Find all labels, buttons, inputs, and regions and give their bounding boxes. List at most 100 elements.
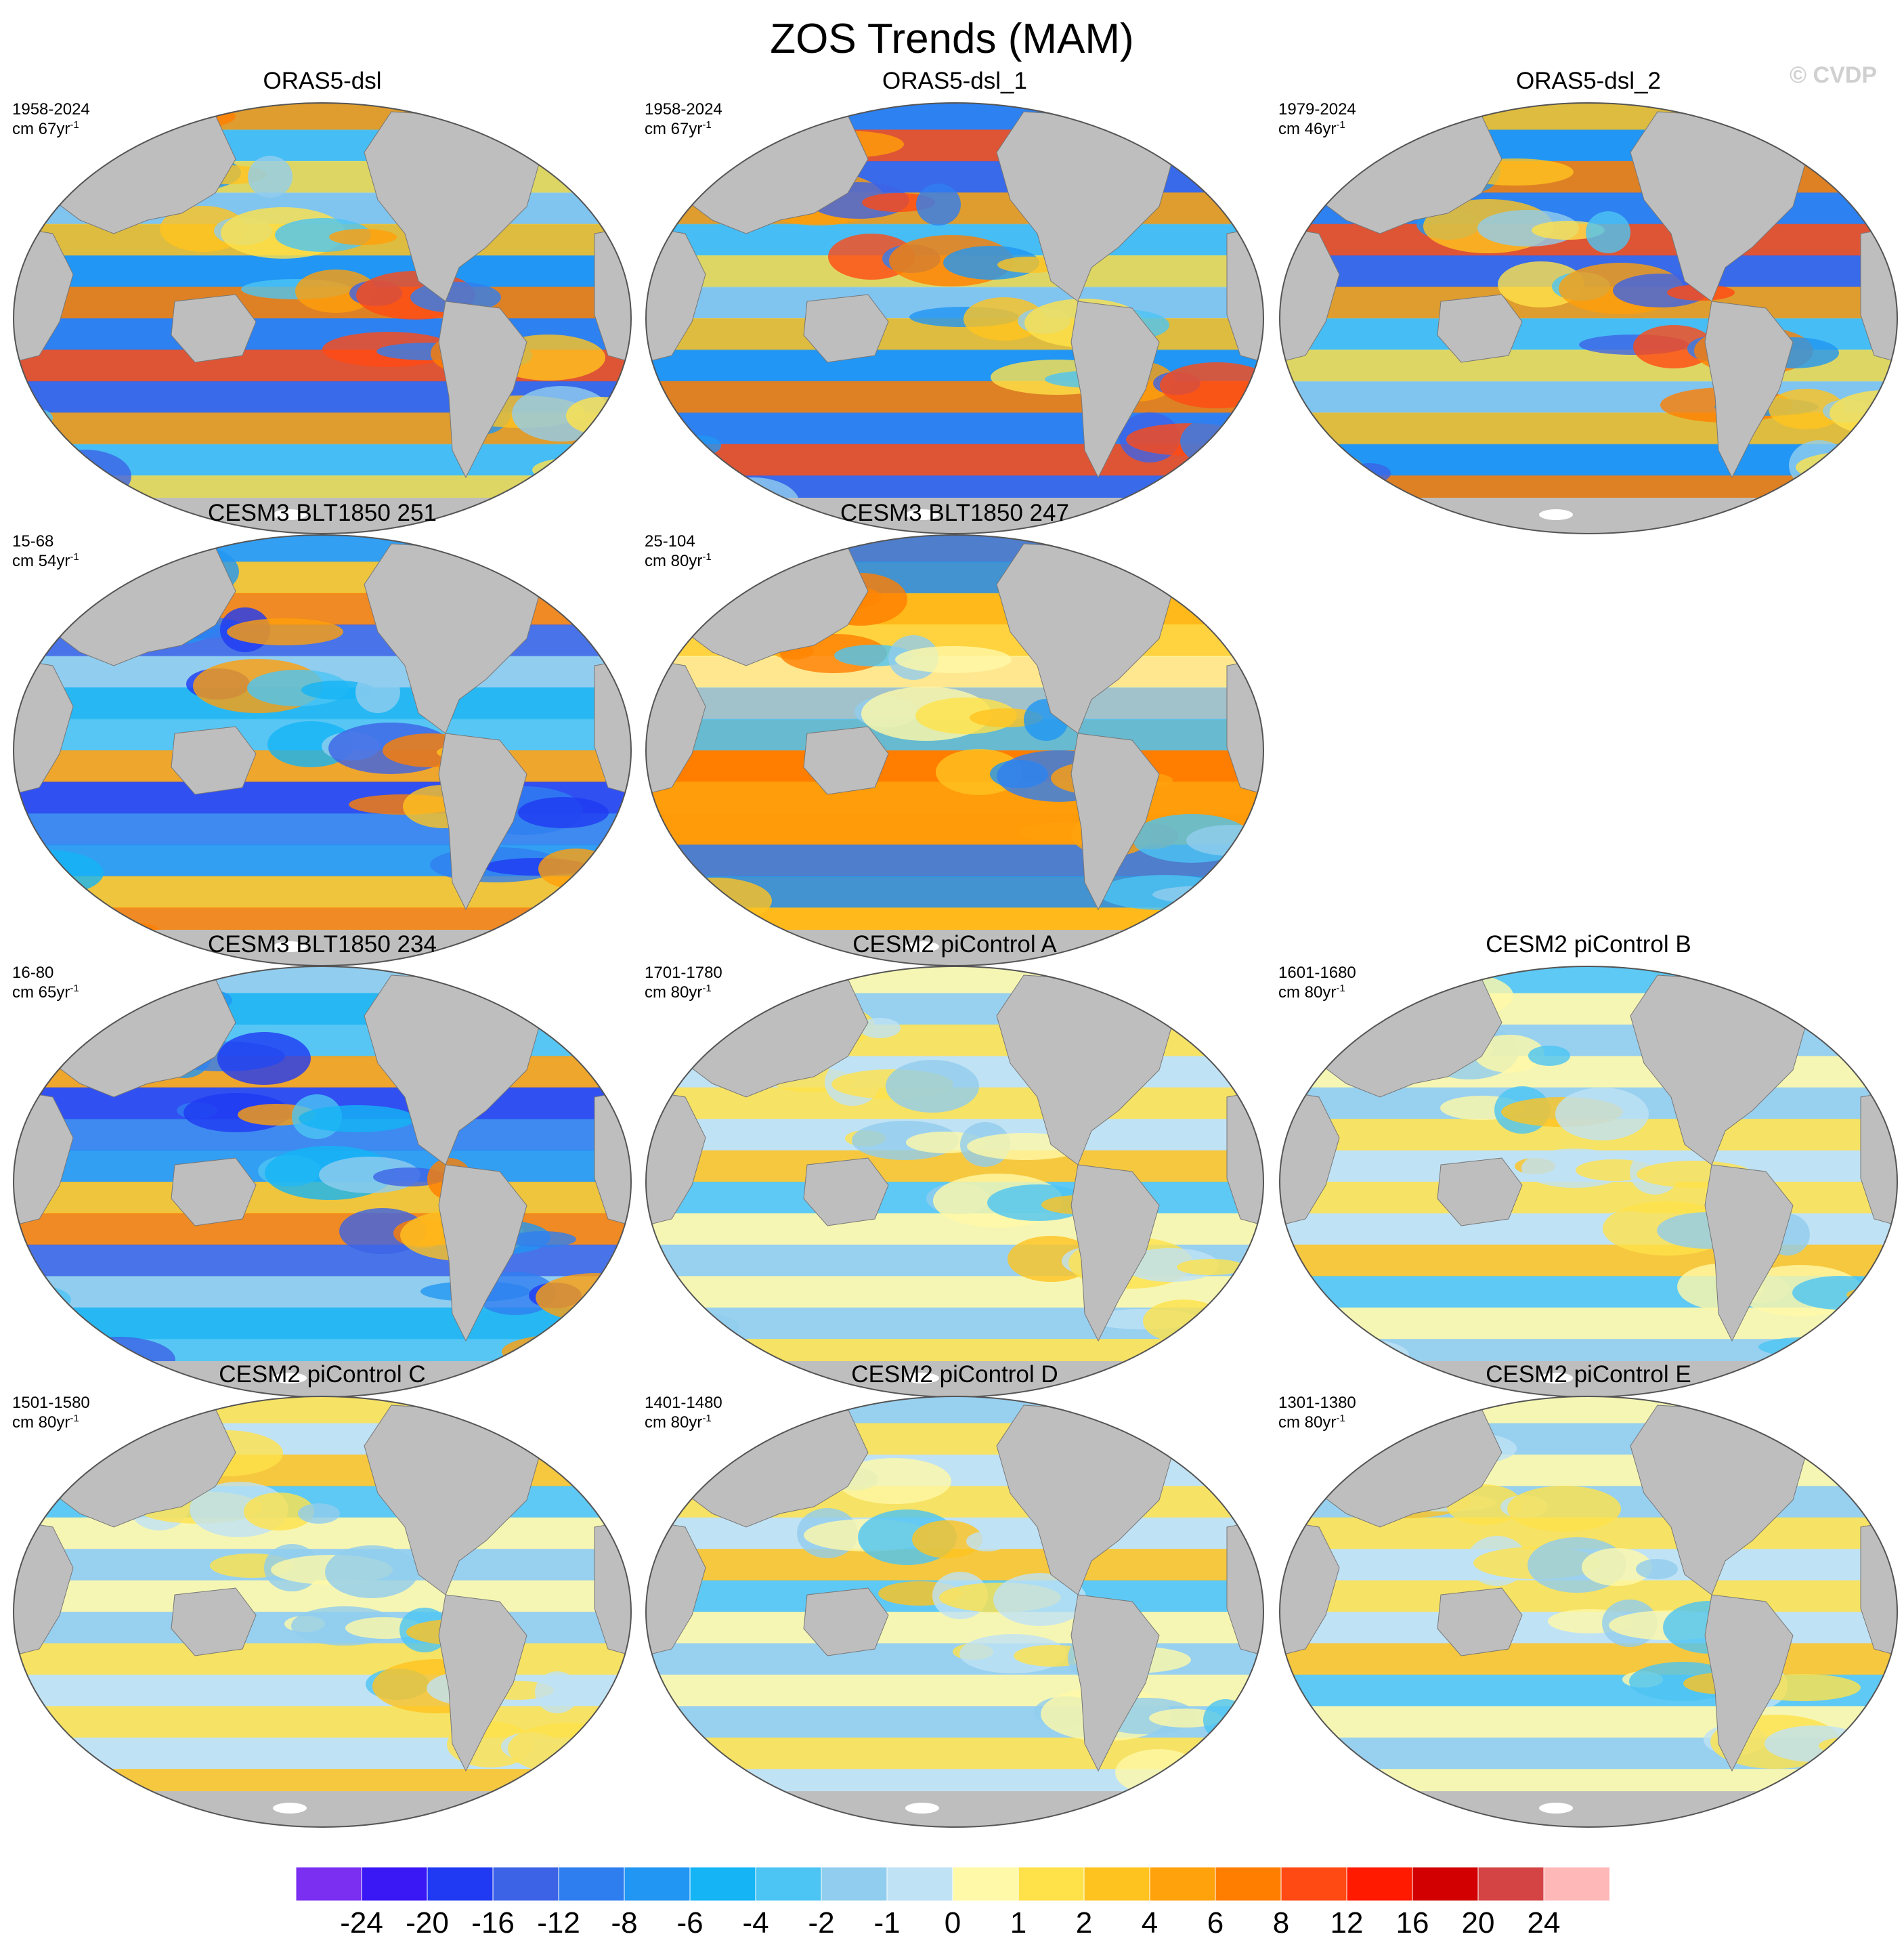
- panel-unit: cm 67yr-1: [12, 119, 79, 139]
- colorbar-swatch: [427, 1867, 494, 1901]
- colorbar-tick-label: -12: [537, 1906, 580, 1939]
- colorbar-tick-label: -2: [808, 1906, 835, 1939]
- map-globe: [1279, 966, 1898, 1398]
- colorbar-swatch: [1280, 1867, 1347, 1901]
- map-globe: [1279, 1396, 1898, 1828]
- map-panel: CESM2 piControl B 1601-1680 cm 80yr-1: [1278, 931, 1899, 1402]
- map-panel: CESM3 BLT1850 234 16-80 cm 65yr-1: [12, 931, 632, 1402]
- unit-exponent: -1: [1336, 1413, 1345, 1424]
- unit-exponent: -1: [702, 119, 712, 131]
- panel-years: 1958-2024: [12, 100, 90, 119]
- copyright-watermark: © CVDP: [1790, 62, 1877, 88]
- panel-years: 1958-2024: [645, 100, 722, 119]
- colorbar-swatch: [886, 1867, 953, 1901]
- panel-years: 16-80: [12, 964, 54, 982]
- panel-years: 1601-1680: [1278, 964, 1356, 982]
- map-panel: CESM2 piControl E 1301-1380 cm 80yr-1: [1278, 1361, 1899, 1832]
- panel-unit: cm 80yr-1: [1278, 1413, 1345, 1432]
- colorbar-tick-label: 0: [944, 1906, 961, 1939]
- map-panel: CESM2 piControl A 1701-1780 cm 80yr-1: [645, 931, 1265, 1402]
- panel-years: 25-104: [645, 532, 695, 551]
- colorbar-tick-label: -1: [873, 1906, 901, 1939]
- panel-unit: cm 80yr-1: [645, 1413, 712, 1432]
- colorbar-tick-label: 20: [1461, 1906, 1495, 1939]
- unit-exponent: -1: [1336, 983, 1345, 994]
- colorbar-swatch: [1215, 1867, 1282, 1901]
- unit-text: cm 80yr: [1278, 1413, 1337, 1432]
- unit-exponent: -1: [70, 983, 79, 994]
- map-globe: [13, 966, 632, 1398]
- panel-title: CESM3 BLT1850 247: [840, 500, 1069, 526]
- colorbar-swatch: [1412, 1867, 1479, 1901]
- map-panel: ORAS5-dsl 1958-2024 cm 67yr-1: [12, 68, 632, 538]
- colorbar-tick-label: 16: [1395, 1906, 1429, 1939]
- panel-unit: cm 46yr-1: [1278, 119, 1345, 139]
- colorbar-swatch: [1018, 1867, 1085, 1901]
- map-panel: CESM3 BLT1850 251 15-68 cm 54yr-1: [12, 500, 632, 970]
- unit-text: cm 54yr: [12, 552, 70, 570]
- unit-text: cm 67yr: [12, 120, 70, 138]
- unit-exponent: -1: [702, 551, 712, 563]
- unit-exponent: -1: [1336, 119, 1345, 131]
- map-panel: CESM2 piControl D 1401-1480 cm 80yr-1: [645, 1361, 1265, 1832]
- panel-title: ORAS5-dsl_1: [882, 68, 1027, 94]
- colorbar-tick-label: -4: [742, 1906, 769, 1939]
- unit-exponent: -1: [70, 1413, 79, 1424]
- panel-unit: cm 80yr-1: [12, 1413, 79, 1432]
- colorbar-tick-label: -6: [676, 1906, 704, 1939]
- colorbar-swatch: [755, 1867, 822, 1901]
- map-panel: ORAS5-dsl_2 1979-2024 cm 46yr-1: [1278, 68, 1899, 538]
- panel-years: 15-68: [12, 532, 54, 551]
- panel-unit: cm 54yr-1: [12, 551, 79, 571]
- panel-unit: cm 80yr-1: [1278, 983, 1345, 1002]
- panel-unit: cm 65yr-1: [12, 983, 79, 1002]
- colorbar-tick-label: -20: [406, 1906, 449, 1939]
- panel-title: ORAS5-dsl: [263, 68, 382, 94]
- unit-text: cm 67yr: [645, 120, 703, 138]
- colorbar-swatch: [1543, 1867, 1609, 1901]
- colorbar-tick-label: -16: [471, 1906, 515, 1939]
- panel-title: CESM2 piControl E: [1486, 1361, 1691, 1388]
- unit-text: cm 80yr: [12, 1413, 70, 1432]
- panel-title: CESM2 piControl D: [851, 1361, 1058, 1388]
- unit-text: cm 46yr: [1278, 120, 1337, 138]
- panel-unit: cm 80yr-1: [645, 983, 712, 1002]
- figure-title: ZOS Trends (MAM): [770, 16, 1134, 62]
- colorbar-tick-label: 1: [1010, 1906, 1027, 1939]
- colorbar-swatch: [1346, 1867, 1413, 1901]
- unit-text: cm 80yr: [645, 1413, 703, 1432]
- unit-exponent: -1: [70, 551, 79, 563]
- map-panel: ORAS5-dsl_1 1958-2024 cm 67yr-1: [645, 68, 1265, 538]
- colorbar-tick-label: -24: [340, 1906, 383, 1939]
- colorbar-swatch: [1083, 1867, 1150, 1901]
- unit-exponent: -1: [702, 1413, 712, 1424]
- map-panel: CESM3 BLT1850 247 25-104 cm 80yr-1: [645, 500, 1265, 970]
- map-globe: [645, 534, 1264, 966]
- panel-unit: cm 80yr-1: [645, 551, 712, 571]
- colorbar-tick-label: -8: [611, 1906, 638, 1939]
- colorbar-tick-label: 6: [1207, 1906, 1224, 1939]
- panel-years: 1401-1480: [645, 1394, 722, 1412]
- colorbar-swatch: [689, 1867, 756, 1901]
- panel-title: CESM2 piControl C: [219, 1361, 426, 1388]
- colorbar-tick-label: 12: [1330, 1906, 1364, 1939]
- unit-text: cm 65yr: [12, 983, 70, 1002]
- unit-exponent: -1: [70, 119, 79, 131]
- colorbar-tick-label: 8: [1272, 1906, 1290, 1939]
- panel-title: ORAS5-dsl_2: [1516, 68, 1661, 94]
- map-globe: [645, 1396, 1264, 1828]
- map-globe: [13, 534, 632, 966]
- colorbar-swatch: [492, 1867, 559, 1901]
- map-globe: [1279, 102, 1898, 534]
- colorbar-swatch: [558, 1867, 625, 1901]
- unit-text: cm 80yr: [1278, 983, 1337, 1002]
- panel-years: 1979-2024: [1278, 100, 1356, 119]
- map-globe: [13, 102, 632, 534]
- panel-title: CESM2 piControl A: [852, 931, 1057, 958]
- panel-years: 1301-1380: [1278, 1394, 1356, 1412]
- unit-text: cm 80yr: [645, 983, 703, 1002]
- colorbar-tick-label: 4: [1141, 1906, 1159, 1939]
- unit-exponent: -1: [702, 983, 712, 994]
- map-panel: CESM2 piControl C 1501-1580 cm 80yr-1: [12, 1361, 632, 1832]
- colorbar: [296, 1867, 1609, 1901]
